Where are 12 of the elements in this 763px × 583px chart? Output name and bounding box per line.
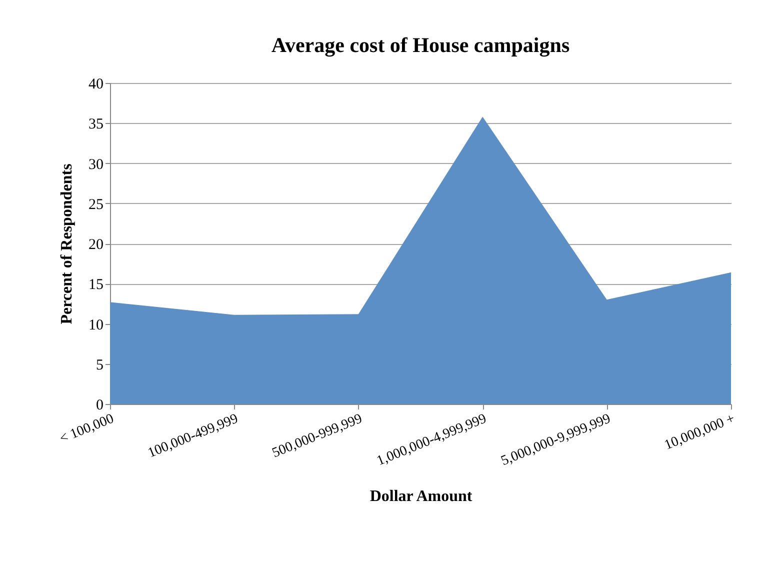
y-tick-label: 15 — [88, 277, 104, 294]
chart-title: Average cost of House campaigns — [271, 33, 570, 57]
y-tick-label: 20 — [88, 237, 104, 253]
y-tick-label: 30 — [88, 156, 104, 173]
x-axis-title: Dollar Amount — [370, 488, 473, 506]
y-tick-label: 25 — [88, 196, 104, 213]
y-tick-label: 10 — [88, 317, 104, 334]
y-tick-label: 40 — [88, 76, 104, 92]
y-tick-label: 0 — [96, 398, 104, 414]
y-axis-title: Percent of Respondents — [58, 164, 76, 324]
y-tick-label: 5 — [96, 357, 104, 374]
y-tick-label: 35 — [88, 116, 104, 133]
